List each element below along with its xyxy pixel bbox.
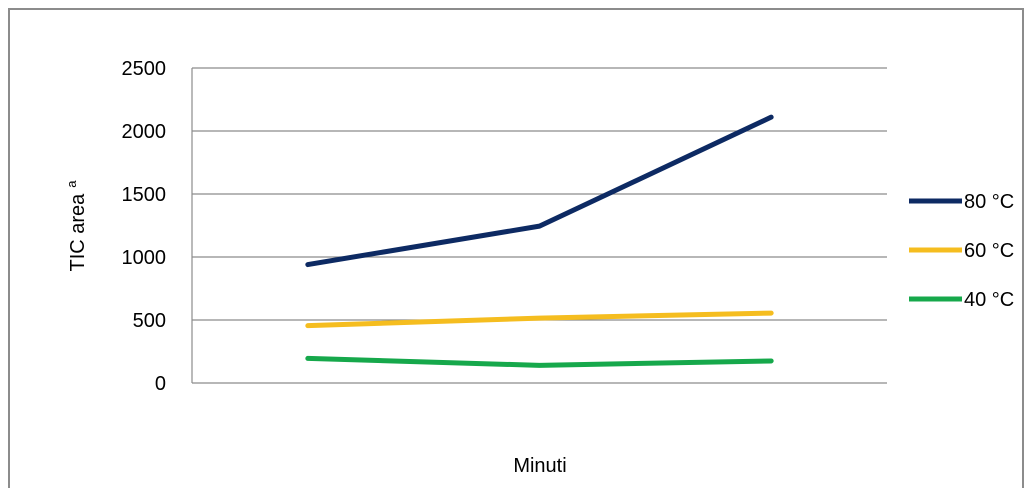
y-axis-tick-labels: 0 500 1000 1500 2000 2500 [122,58,167,395]
legend-item: 80 °C [909,191,1014,213]
legend-item: 60 °C [909,240,1014,262]
y-tick-label: 0 [155,373,166,395]
legend: 80 °C 60 °C 40 °C [909,191,1014,311]
series-line-3 [305,355,774,368]
y-tick-label: 1500 [122,184,167,206]
series-line-2 [305,310,774,329]
legend-label: 60 °C [964,240,1014,262]
legend-label: 40 °C [964,289,1014,311]
y-axis-title: TIC areaa [64,180,89,272]
series-line-1 [305,114,774,268]
y-tick-label: 500 [133,310,166,332]
y-tick-label: 2000 [122,121,167,143]
y-tick-label: 2500 [122,58,167,80]
series-lines [305,114,774,368]
legend-item: 40 °C [909,289,1014,311]
y-tick-label: 1000 [122,247,167,269]
x-axis-title: Minuti [513,455,566,477]
legend-label: 80 °C [964,191,1014,213]
chart-frame [8,8,1024,488]
